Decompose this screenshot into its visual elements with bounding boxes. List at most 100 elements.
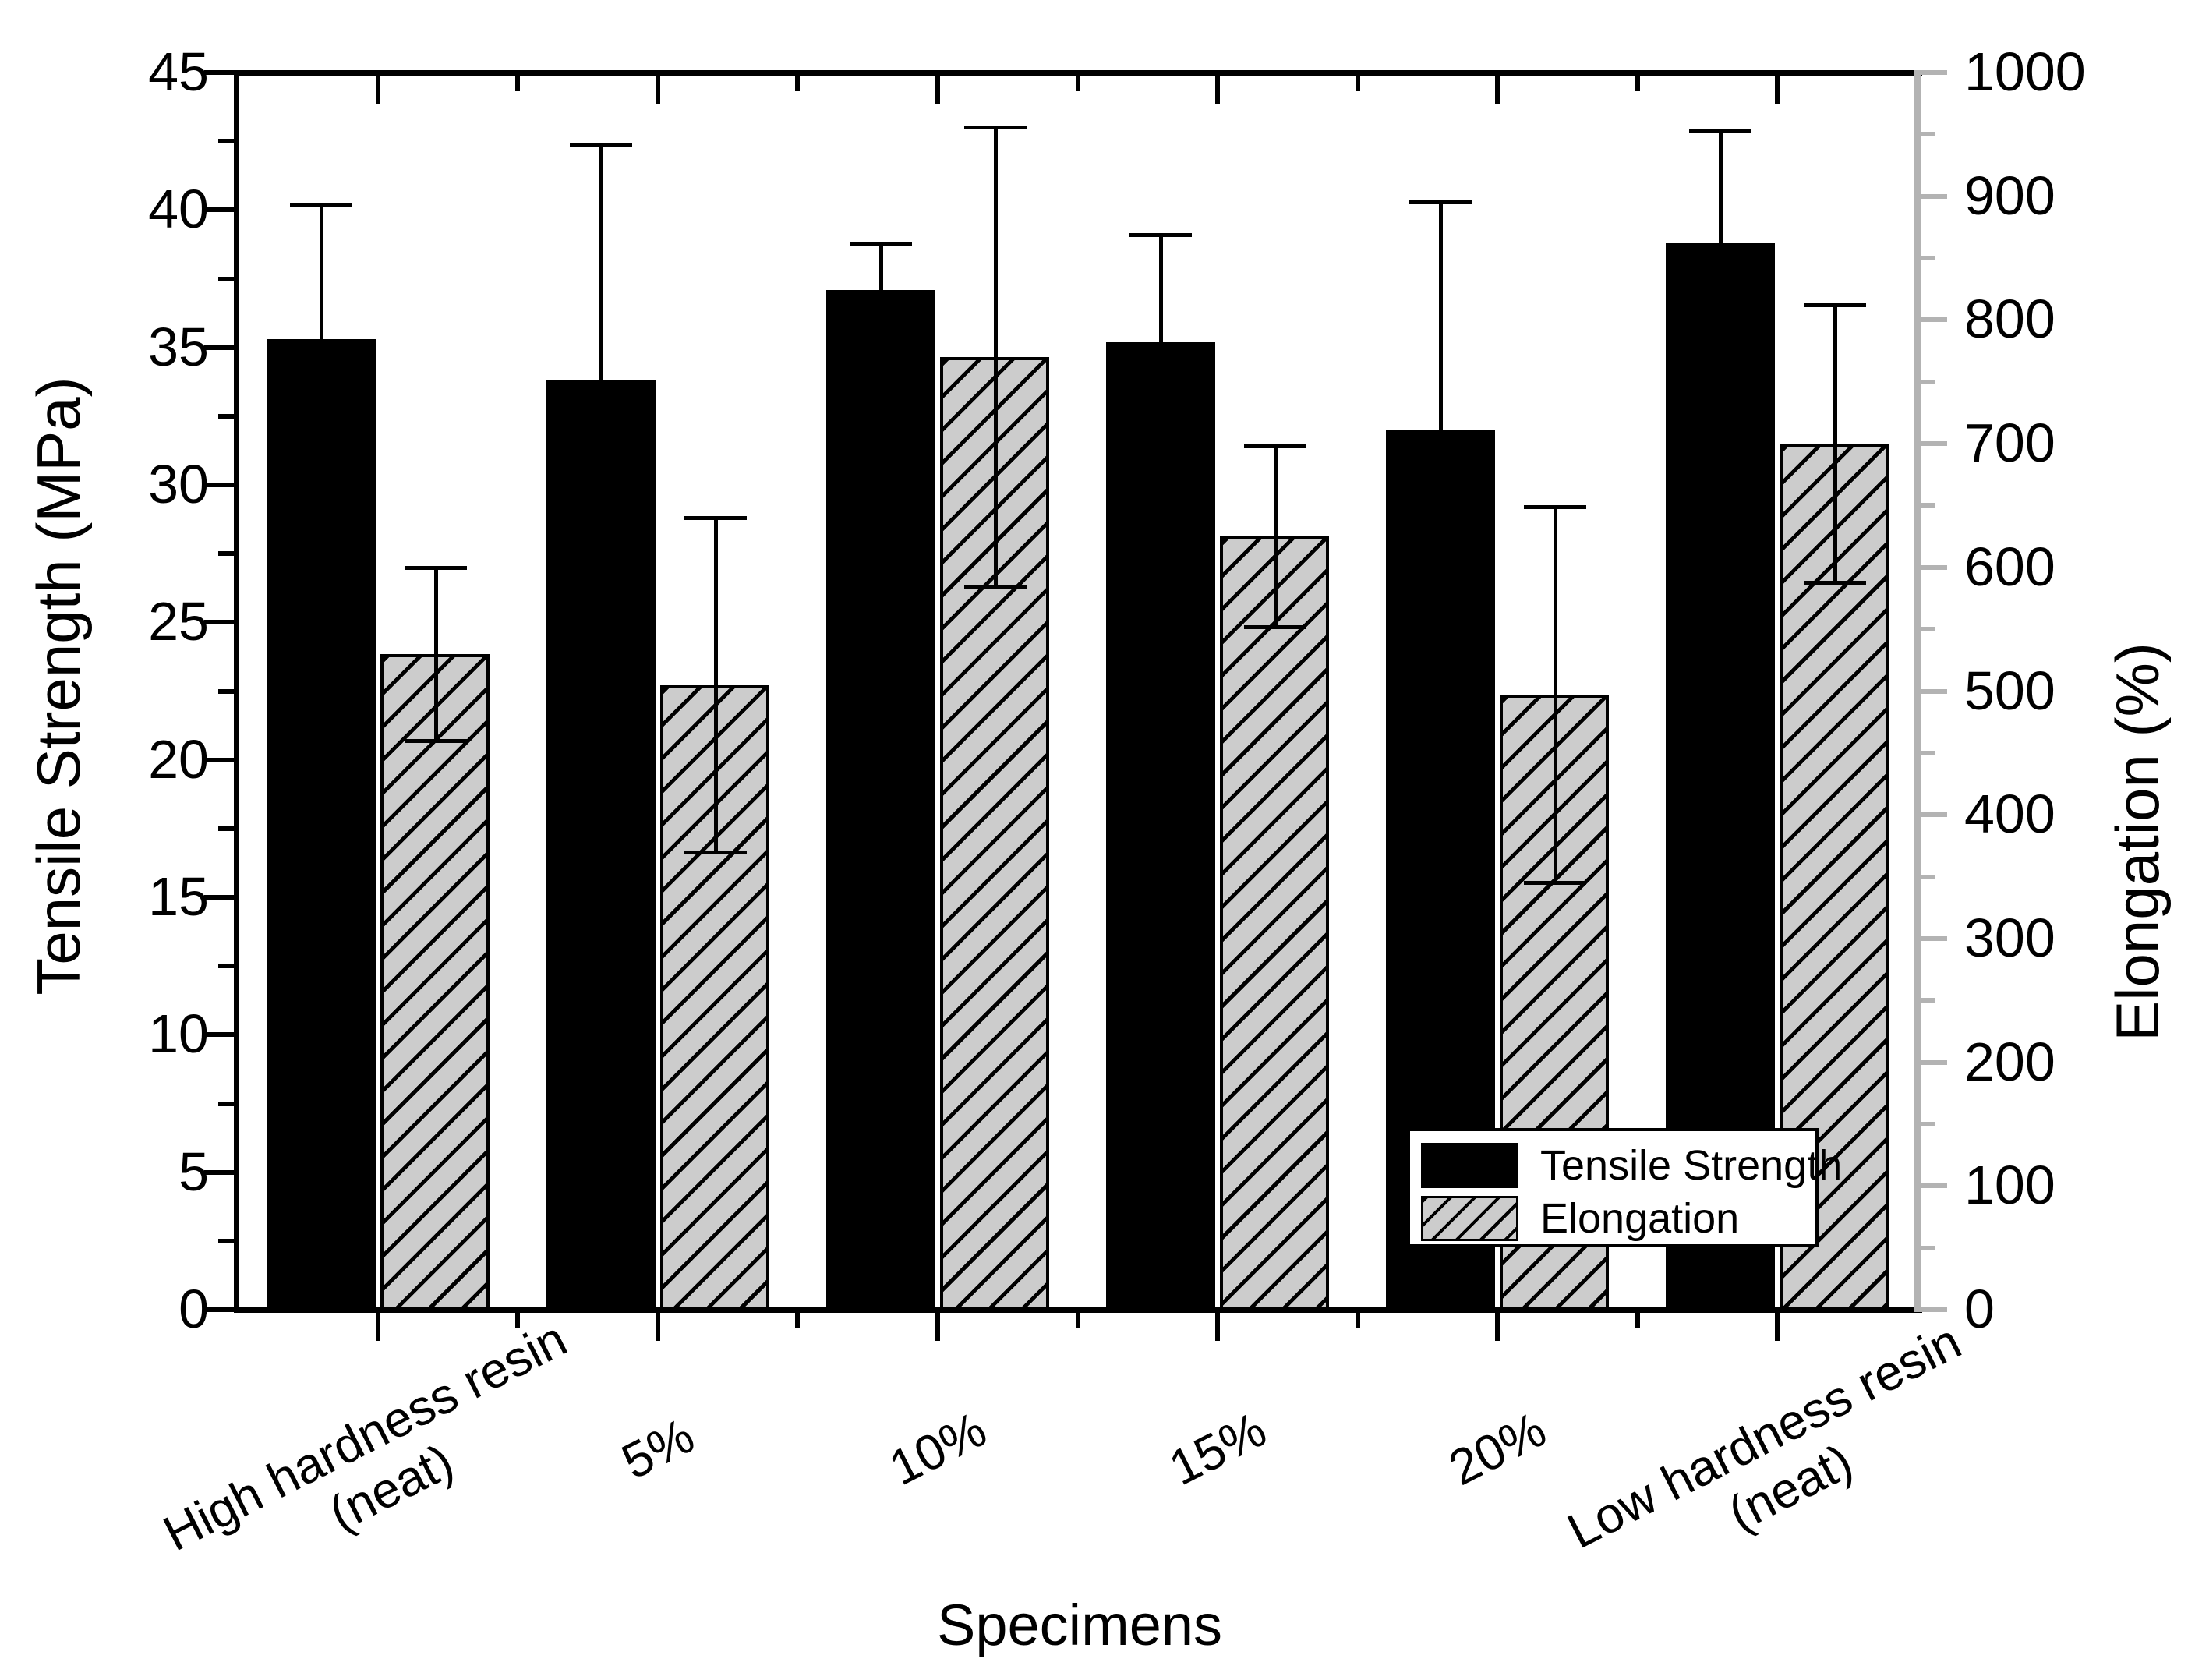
right-minor-tick xyxy=(1921,256,1935,261)
left-minor-tick xyxy=(218,1238,234,1243)
tensile-error-cap xyxy=(1409,200,1472,204)
left-axis-title: Tensile Strength (MPa) xyxy=(24,377,93,996)
left-minor-tick xyxy=(218,551,234,557)
top-spine xyxy=(234,70,1922,76)
right-tick-label: 100 xyxy=(1964,1155,2055,1216)
elongation-error-cap-top xyxy=(404,565,467,570)
tensile-error-line xyxy=(1719,130,1723,243)
tensile-error-cap xyxy=(289,203,352,207)
elongation-error-cap-top xyxy=(963,125,1027,129)
left-tick-label: 15 xyxy=(148,866,209,927)
top-major-tick xyxy=(935,76,940,104)
elongation-error-cap-top xyxy=(1804,303,1867,308)
left-major-tick xyxy=(204,757,234,762)
right-tick-label: 200 xyxy=(1964,1031,2055,1092)
legend-label-elongation: Elongation xyxy=(1540,1195,1740,1242)
right-major-tick xyxy=(1921,1307,1947,1312)
bottom-major-tick xyxy=(1775,1313,1780,1341)
right-major-tick xyxy=(1921,1183,1947,1189)
left-minor-tick xyxy=(218,276,234,281)
left-tick-label: 5 xyxy=(179,1141,209,1202)
right-tick-label: 0 xyxy=(1964,1279,1995,1339)
left-tick-label: 10 xyxy=(148,1003,209,1065)
bottom-major-tick xyxy=(655,1313,660,1341)
elongation-error-cap-top xyxy=(1524,505,1587,510)
legend-label-tensile-strength: Tensile Strength xyxy=(1540,1142,1843,1189)
elongation-error-cap-top xyxy=(1244,444,1307,449)
right-major-tick xyxy=(1921,564,1947,570)
legend: Tensile Strength Elongation xyxy=(1407,1128,1842,1247)
left-tick-label: 25 xyxy=(148,591,209,653)
left-major-tick xyxy=(204,483,234,487)
elongation-bar xyxy=(380,653,490,1310)
elongation-error-line xyxy=(1554,507,1558,883)
right-major-tick xyxy=(1921,688,1947,694)
top-major-tick xyxy=(1775,76,1780,104)
tensile-error-cap xyxy=(569,142,632,147)
bottom-major-tick xyxy=(1215,1313,1221,1341)
left-major-tick xyxy=(204,345,234,350)
tensile-bar xyxy=(266,339,376,1310)
x-axis-title: Specimens xyxy=(936,1593,1223,1657)
right-tick-label: 700 xyxy=(1964,412,2055,474)
right-major-tick xyxy=(1921,70,1947,75)
right-minor-tick xyxy=(1921,874,1935,879)
tensile-error-line xyxy=(1439,201,1444,430)
left-major-tick xyxy=(204,895,234,900)
x-category-label: High hardness resin (neat) xyxy=(154,1310,575,1562)
right-minor-tick xyxy=(1921,132,1935,137)
elongation-bar xyxy=(1220,536,1330,1310)
right-major-tick xyxy=(1921,935,1947,941)
left-major-tick xyxy=(204,1169,234,1175)
right-tick-label: 1000 xyxy=(1964,41,2086,102)
x-category-label: 15% xyxy=(1160,1400,1275,1497)
elongation-bar xyxy=(1780,444,1889,1310)
left-major-tick xyxy=(204,1307,234,1312)
right-major-tick xyxy=(1921,193,1947,199)
left-tick-label: 30 xyxy=(148,454,209,515)
left-minor-tick xyxy=(218,1101,234,1106)
left-tick-label: 35 xyxy=(148,316,209,377)
right-tick-label: 800 xyxy=(1964,288,2055,350)
right-axis-title: Elongation (%) xyxy=(2103,642,2172,1042)
elongation-error-line xyxy=(1833,305,1838,582)
legend-swatch-elongation xyxy=(1421,1196,1518,1241)
legend-swatch-tensile-strength xyxy=(1421,1143,1518,1188)
top-major-tick xyxy=(655,76,660,104)
left-minor-tick xyxy=(218,964,234,969)
left-minor-tick xyxy=(218,413,234,419)
elongation-error-cap-bottom xyxy=(404,738,467,743)
right-major-tick xyxy=(1921,1059,1947,1065)
left-tick-label: 20 xyxy=(148,728,209,790)
bottom-minor-tick xyxy=(1355,1313,1360,1328)
tensile-error-line xyxy=(319,204,323,340)
right-minor-tick xyxy=(1921,1121,1935,1126)
right-tick-label: 600 xyxy=(1964,536,2055,597)
tensile-bar xyxy=(546,380,656,1310)
bottom-minor-tick xyxy=(515,1313,521,1328)
right-spine xyxy=(1914,70,1921,1312)
elongation-error-cap-bottom xyxy=(1804,580,1867,585)
elongation-error-line xyxy=(993,126,998,588)
elongation-error-line xyxy=(433,567,438,741)
tensile-error-cap xyxy=(849,241,912,246)
x-category-label: 20% xyxy=(1440,1400,1555,1497)
right-minor-tick xyxy=(1921,998,1935,1003)
top-minor-tick xyxy=(1355,76,1360,91)
elongation-bar xyxy=(939,357,1049,1310)
bottom-major-tick xyxy=(935,1313,940,1341)
elongation-error-cap-bottom xyxy=(1244,624,1307,629)
x-category-label: 10% xyxy=(880,1400,995,1497)
tensile-error-line xyxy=(1159,235,1164,342)
left-tick-label: 45 xyxy=(148,41,209,102)
left-minor-tick xyxy=(218,826,234,831)
right-minor-tick xyxy=(1921,627,1935,632)
elongation-error-cap-bottom xyxy=(684,850,747,854)
bottom-minor-tick xyxy=(795,1313,801,1328)
left-major-tick xyxy=(204,1032,234,1038)
left-minor-tick xyxy=(218,688,234,694)
right-tick-label: 500 xyxy=(1964,660,2055,721)
top-major-tick xyxy=(1215,76,1221,104)
top-major-tick xyxy=(375,76,380,104)
left-major-tick xyxy=(204,70,234,75)
